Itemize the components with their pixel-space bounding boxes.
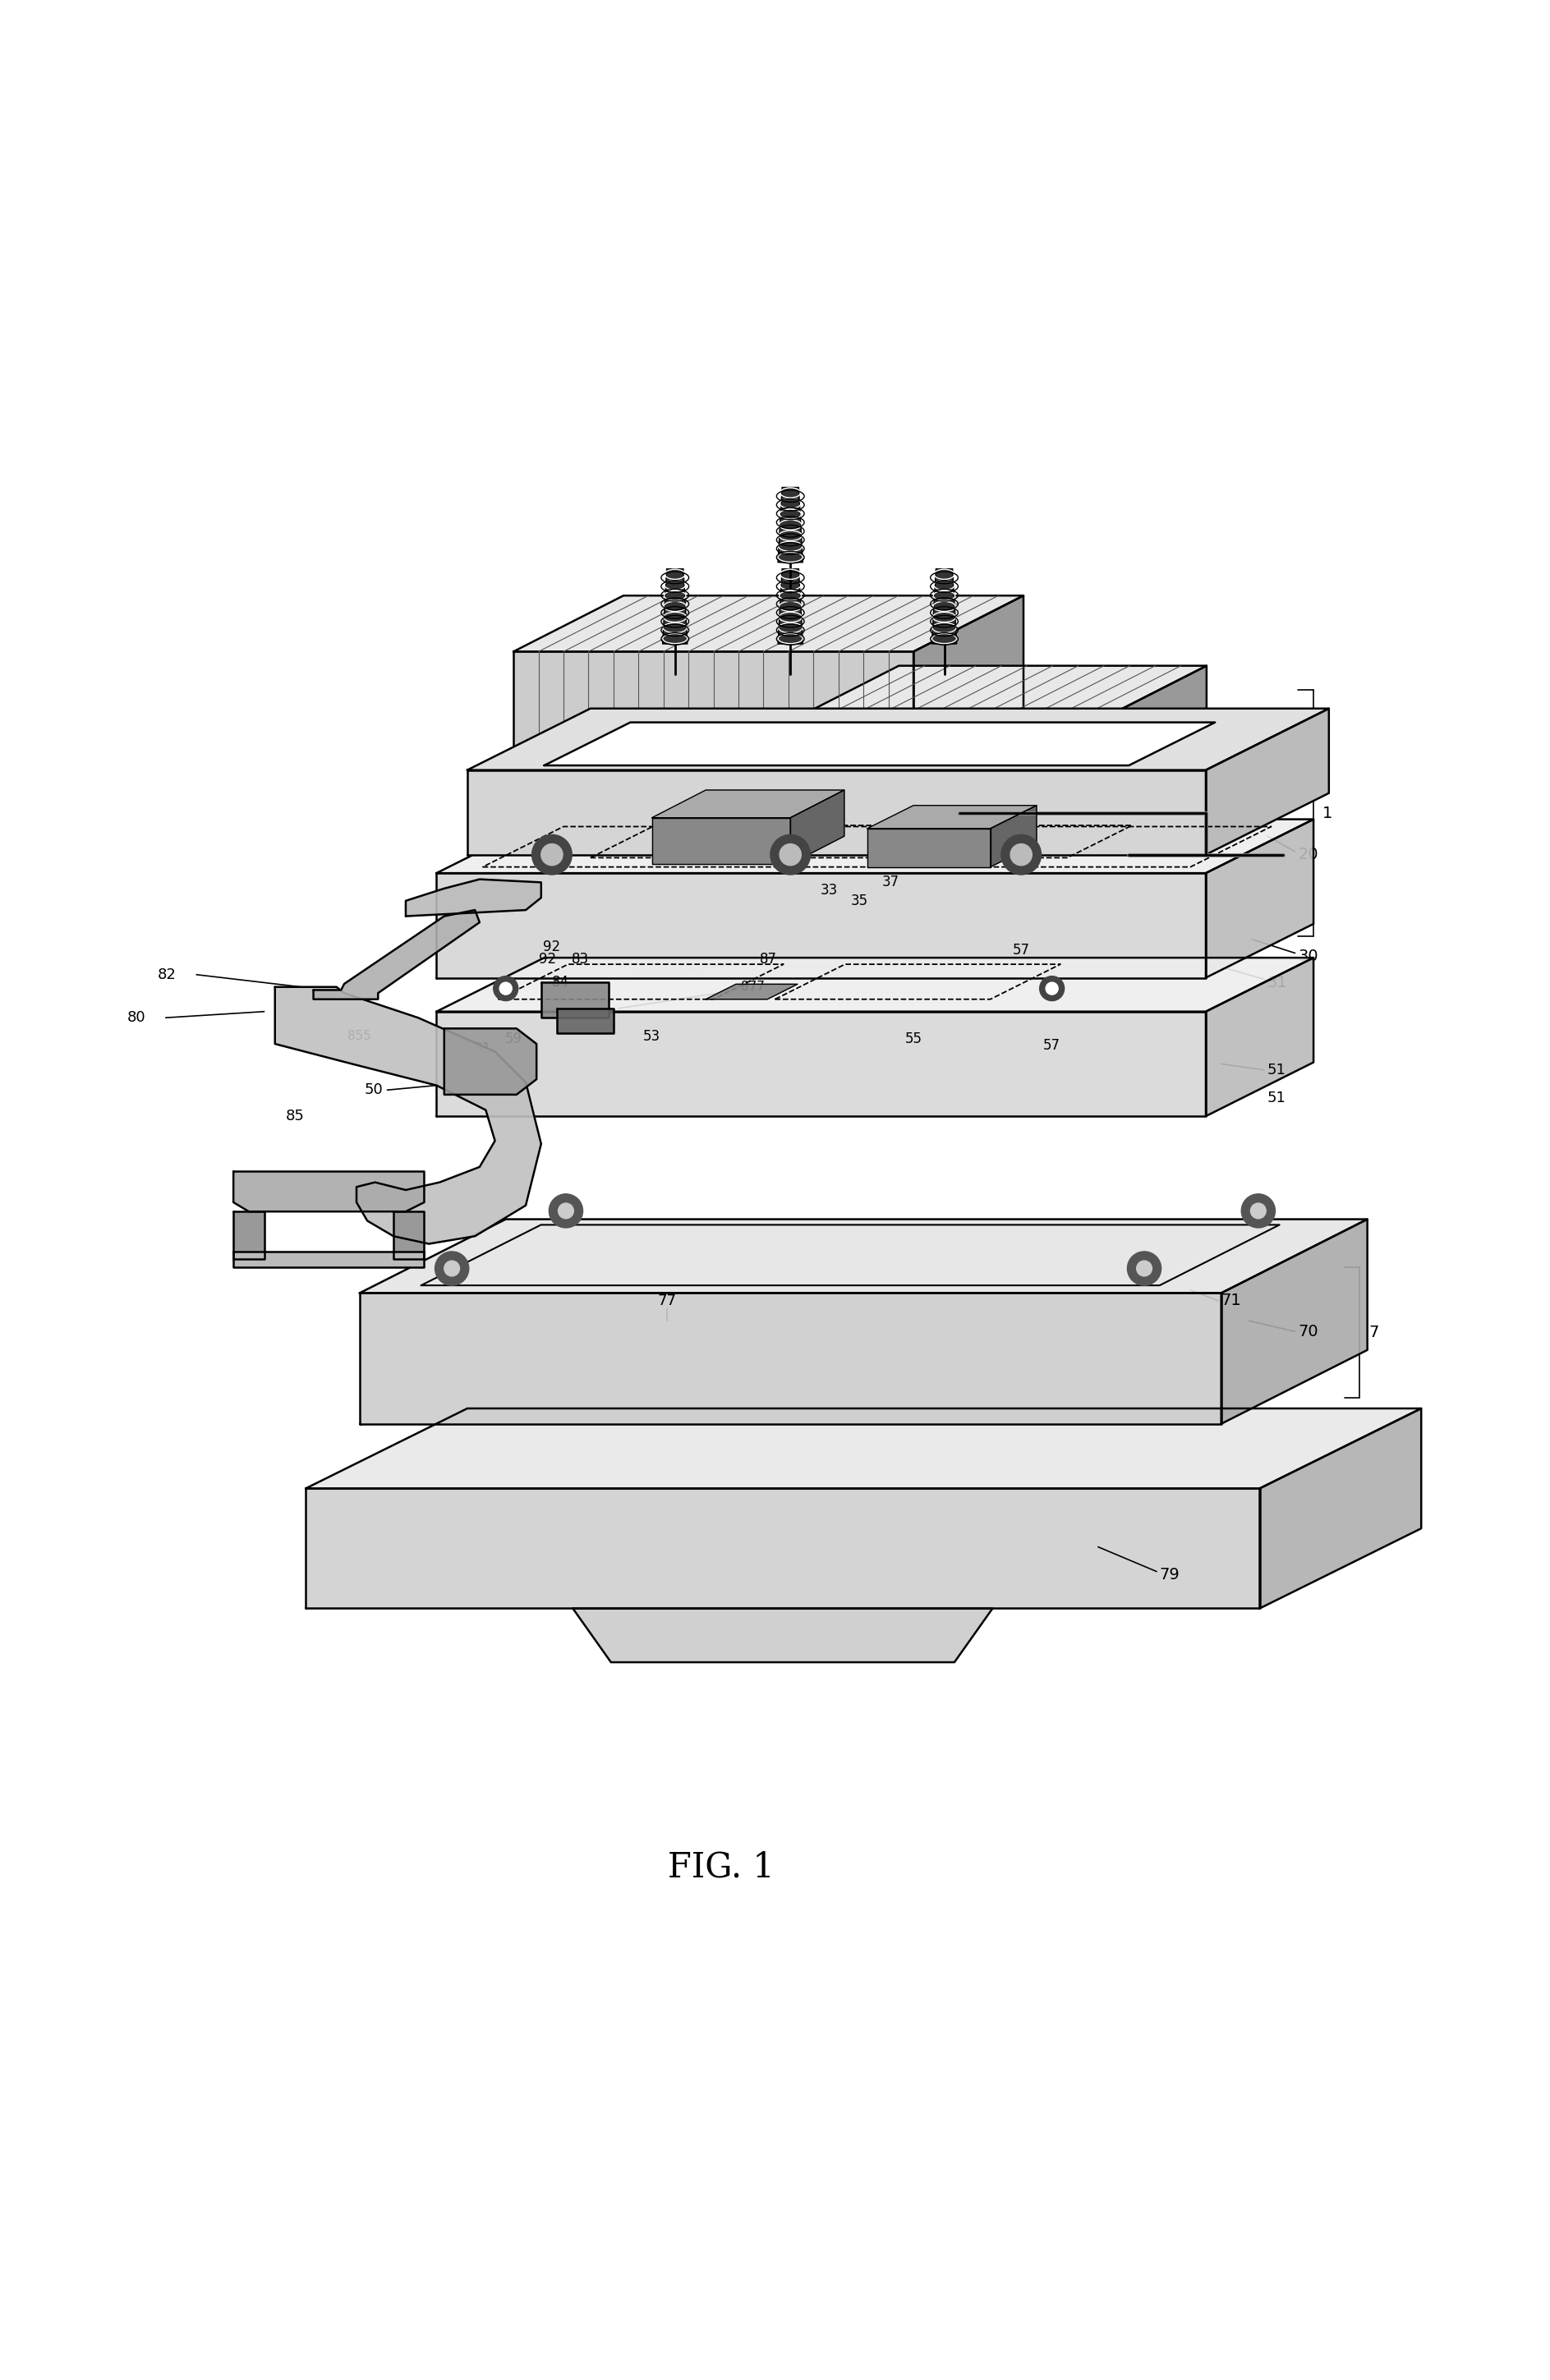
Text: 82: 82 <box>158 966 177 983</box>
Polygon shape <box>274 988 541 1245</box>
Circle shape <box>558 1204 573 1219</box>
Polygon shape <box>437 873 1206 978</box>
Polygon shape <box>913 595 1023 778</box>
Circle shape <box>493 976 518 1000</box>
Polygon shape <box>234 1171 425 1211</box>
Text: 20: 20 <box>1297 847 1319 862</box>
Text: 51: 51 <box>1268 1090 1286 1104</box>
Polygon shape <box>513 595 1023 652</box>
Polygon shape <box>360 1292 1221 1423</box>
Polygon shape <box>653 790 845 819</box>
Circle shape <box>1046 983 1059 995</box>
Text: 92: 92 <box>542 940 561 954</box>
Circle shape <box>532 835 572 873</box>
Polygon shape <box>1206 957 1313 1116</box>
Circle shape <box>499 983 512 995</box>
Polygon shape <box>778 569 803 645</box>
Polygon shape <box>1221 1219 1367 1423</box>
Text: 71: 71 <box>1221 1292 1242 1309</box>
Text: 35: 35 <box>851 892 868 909</box>
Polygon shape <box>234 1211 264 1259</box>
Polygon shape <box>662 569 688 645</box>
Polygon shape <box>445 1028 536 1095</box>
Polygon shape <box>705 985 797 1000</box>
Circle shape <box>549 1195 583 1228</box>
Polygon shape <box>990 804 1037 866</box>
Text: 84: 84 <box>552 976 569 990</box>
Polygon shape <box>467 771 1206 854</box>
Polygon shape <box>305 1409 1421 1488</box>
Polygon shape <box>541 983 609 1019</box>
Text: 30: 30 <box>1297 947 1319 964</box>
Text: FIG. 1: FIG. 1 <box>668 1849 775 1885</box>
Polygon shape <box>406 878 541 916</box>
Polygon shape <box>806 666 1206 714</box>
Polygon shape <box>778 488 803 562</box>
Text: 77: 77 <box>657 1292 677 1309</box>
Polygon shape <box>394 1211 425 1259</box>
Polygon shape <box>1206 819 1313 978</box>
Text: 1: 1 <box>1322 804 1333 821</box>
Polygon shape <box>513 721 1023 778</box>
Text: 85: 85 <box>285 1109 304 1123</box>
Polygon shape <box>513 652 913 778</box>
Circle shape <box>1040 976 1065 1000</box>
Text: 50: 50 <box>364 1083 383 1097</box>
Polygon shape <box>437 957 1313 1012</box>
Text: 59: 59 <box>505 1033 522 1047</box>
Text: 87: 87 <box>760 952 777 966</box>
Polygon shape <box>806 771 1206 819</box>
Polygon shape <box>806 714 1113 819</box>
Text: 83: 83 <box>572 952 589 966</box>
Text: 70: 70 <box>1297 1323 1319 1340</box>
Text: 92: 92 <box>539 952 556 966</box>
Circle shape <box>436 1252 468 1285</box>
Circle shape <box>1127 1252 1161 1285</box>
Polygon shape <box>1113 666 1206 819</box>
Text: 33: 33 <box>820 883 837 897</box>
Text: 10: 10 <box>1237 790 1257 804</box>
Circle shape <box>1011 845 1032 866</box>
Polygon shape <box>360 1219 1367 1292</box>
Text: 57: 57 <box>1043 1038 1060 1052</box>
Text: 11: 11 <box>1237 733 1257 750</box>
Polygon shape <box>234 1252 425 1266</box>
Polygon shape <box>573 1609 992 1661</box>
Polygon shape <box>1206 709 1328 854</box>
Text: 90: 90 <box>998 631 1018 647</box>
Text: 7: 7 <box>1369 1326 1380 1340</box>
Circle shape <box>1251 1204 1266 1219</box>
Circle shape <box>770 835 811 873</box>
Text: 877: 877 <box>741 981 764 992</box>
Circle shape <box>1242 1195 1276 1228</box>
Polygon shape <box>932 569 956 645</box>
Text: 37: 37 <box>882 876 899 890</box>
Text: 855: 855 <box>347 1031 372 1042</box>
Text: 81: 81 <box>473 1040 491 1057</box>
Text: 79: 79 <box>1159 1566 1180 1583</box>
Polygon shape <box>1260 1409 1421 1609</box>
Text: 51: 51 <box>1268 1061 1286 1078</box>
Polygon shape <box>790 790 845 864</box>
Circle shape <box>541 845 563 866</box>
Polygon shape <box>653 819 790 864</box>
Polygon shape <box>868 828 990 866</box>
Circle shape <box>445 1261 460 1276</box>
Polygon shape <box>467 709 1328 771</box>
Polygon shape <box>868 804 1037 828</box>
Text: 57: 57 <box>1012 942 1029 957</box>
Polygon shape <box>305 1488 1260 1609</box>
Polygon shape <box>313 909 479 1000</box>
Text: 80: 80 <box>127 1011 146 1026</box>
Text: 53: 53 <box>643 1028 660 1042</box>
Text: 31: 31 <box>1268 973 1288 990</box>
Text: 55: 55 <box>905 1033 922 1047</box>
Polygon shape <box>437 819 1313 873</box>
Polygon shape <box>437 1011 1206 1116</box>
Polygon shape <box>544 724 1215 766</box>
Polygon shape <box>556 1009 614 1033</box>
Circle shape <box>1001 835 1042 873</box>
Circle shape <box>780 845 801 866</box>
Circle shape <box>1136 1261 1152 1276</box>
